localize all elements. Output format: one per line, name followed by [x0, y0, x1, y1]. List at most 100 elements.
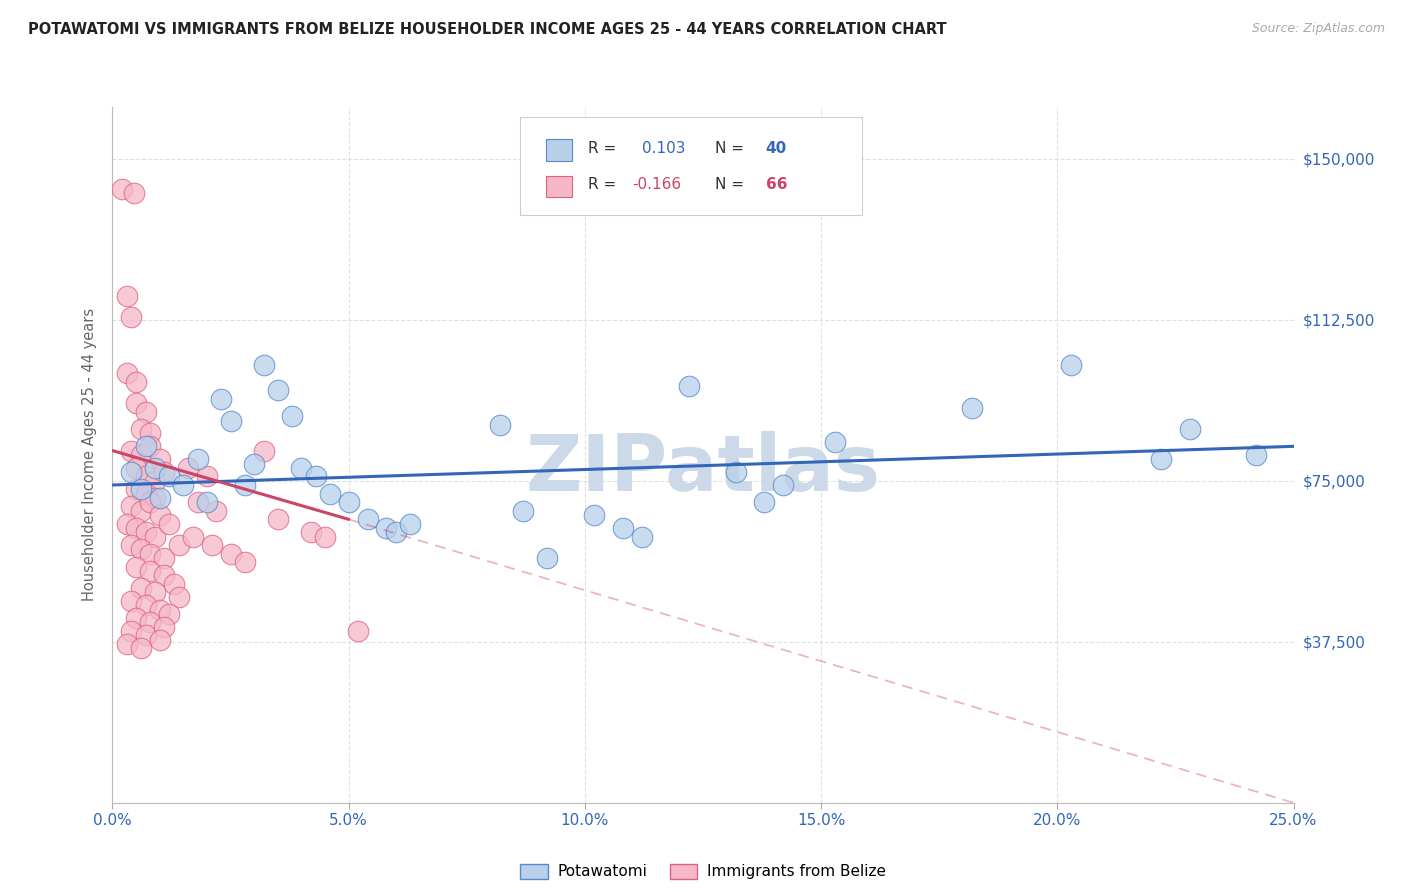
Point: [149, 452, 172, 467]
Point: [1178, 422, 1201, 436]
Text: N =: N =: [714, 178, 748, 193]
Point: [962, 401, 984, 415]
Point: [201, 538, 224, 552]
Point: [356, 512, 378, 526]
Point: [267, 384, 290, 398]
Point: [115, 289, 138, 303]
Point: [172, 478, 194, 492]
Point: [120, 594, 142, 608]
Point: [195, 495, 218, 509]
Point: [143, 474, 166, 488]
Point: [115, 637, 138, 651]
Point: [115, 367, 138, 381]
Point: [824, 435, 846, 450]
Point: [1060, 358, 1083, 372]
Point: [205, 504, 228, 518]
Point: [177, 460, 200, 475]
Point: [129, 448, 152, 462]
Point: [536, 551, 558, 566]
Point: [139, 439, 162, 453]
Point: [153, 465, 176, 479]
Point: [125, 483, 148, 497]
Point: [385, 525, 408, 540]
Point: [139, 547, 162, 561]
Point: [125, 396, 148, 410]
Point: [120, 500, 142, 514]
Point: [1244, 448, 1267, 462]
Point: [143, 529, 166, 543]
Point: [135, 486, 157, 500]
Text: N =: N =: [714, 141, 748, 155]
Point: [125, 611, 148, 625]
Point: [157, 607, 180, 621]
FancyBboxPatch shape: [520, 118, 862, 215]
Bar: [546, 139, 572, 161]
Point: [157, 469, 180, 483]
Point: [149, 508, 172, 522]
Text: R =: R =: [589, 178, 621, 193]
Point: [772, 478, 794, 492]
Point: [725, 465, 748, 479]
Point: [347, 624, 370, 638]
Point: [167, 538, 190, 552]
Point: [233, 555, 256, 569]
Point: [209, 392, 232, 406]
Point: [219, 547, 242, 561]
Y-axis label: Householder Income Ages 25 - 44 years: Householder Income Ages 25 - 44 years: [82, 309, 97, 601]
Point: [153, 551, 176, 566]
Text: ZIPatlas: ZIPatlas: [526, 431, 880, 507]
Point: [299, 525, 322, 540]
Point: [120, 310, 142, 325]
Point: [630, 529, 652, 543]
Point: [120, 624, 142, 638]
Point: [129, 483, 152, 497]
Bar: [546, 176, 572, 197]
Point: [135, 469, 157, 483]
Point: [139, 615, 162, 630]
Point: [125, 521, 148, 535]
Text: 66: 66: [766, 178, 787, 193]
Point: [125, 559, 148, 574]
Point: [399, 516, 422, 531]
Point: [129, 641, 152, 656]
Point: [253, 443, 276, 458]
Point: [195, 469, 218, 483]
Point: [375, 521, 398, 535]
Point: [186, 495, 208, 509]
Point: [219, 413, 242, 427]
Point: [319, 486, 342, 500]
Point: [149, 491, 172, 505]
Point: [115, 516, 138, 531]
Point: [253, 358, 276, 372]
Point: [337, 495, 360, 509]
Point: [512, 504, 534, 518]
Point: [135, 525, 157, 540]
Point: [314, 529, 336, 543]
Point: [111, 181, 134, 195]
Point: [139, 426, 162, 441]
Point: [122, 186, 145, 200]
Point: [139, 495, 162, 509]
Point: [135, 599, 157, 613]
Point: [129, 504, 152, 518]
Point: [120, 443, 142, 458]
Point: [186, 452, 208, 467]
Point: [1150, 452, 1173, 467]
Text: 40: 40: [766, 141, 787, 155]
Point: [489, 417, 512, 432]
Legend: Potawatomi, Immigrants from Belize: Potawatomi, Immigrants from Belize: [515, 857, 891, 886]
Point: [135, 405, 157, 419]
Point: [153, 568, 176, 582]
Point: [143, 491, 166, 505]
Point: [678, 379, 700, 393]
Point: [163, 576, 186, 591]
Point: [120, 465, 142, 479]
Point: [129, 542, 152, 557]
Point: [583, 508, 606, 522]
Point: [153, 620, 176, 634]
Point: [120, 538, 142, 552]
Point: [304, 469, 326, 483]
Point: [129, 581, 152, 595]
Point: [167, 590, 190, 604]
Point: [233, 478, 256, 492]
